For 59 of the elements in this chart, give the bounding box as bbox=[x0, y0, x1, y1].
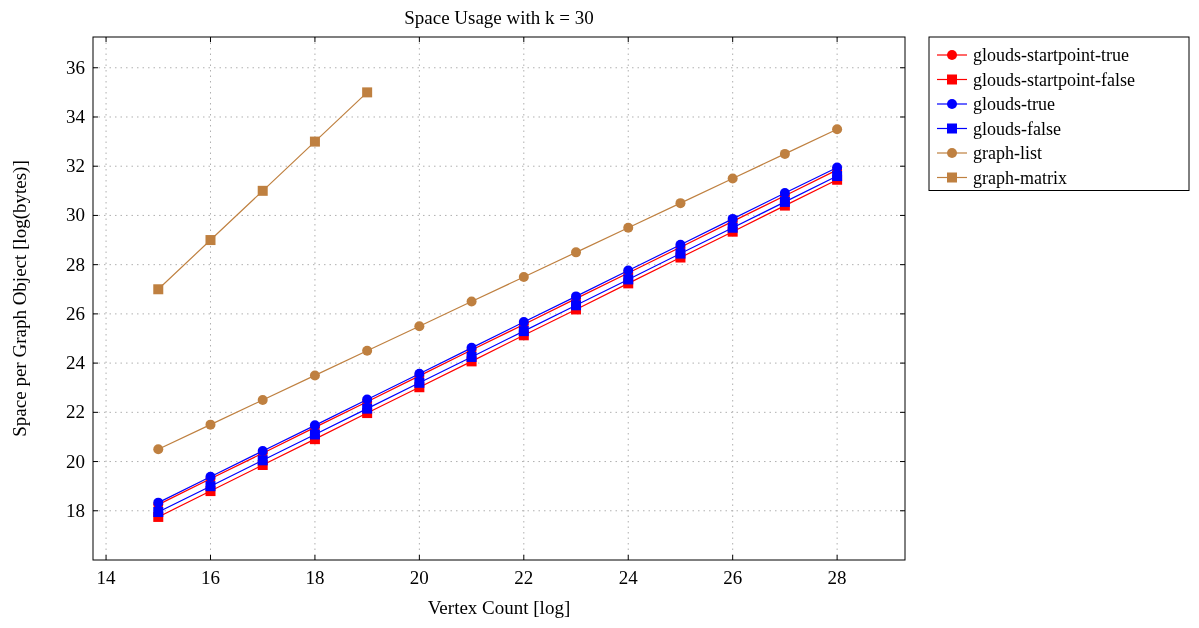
point bbox=[727, 222, 738, 233]
point bbox=[309, 370, 320, 381]
x-tick-label: 18 bbox=[305, 567, 325, 588]
x-tick-label: 14 bbox=[96, 567, 117, 588]
legend-label: glouds-startpoint-false bbox=[973, 69, 1135, 90]
legend-label: glouds-false bbox=[973, 118, 1061, 139]
point bbox=[153, 444, 164, 455]
point bbox=[257, 395, 268, 406]
point bbox=[571, 247, 582, 258]
point bbox=[309, 429, 320, 440]
chart-title: Space Usage with k = 30 bbox=[404, 7, 594, 28]
x-tick-label: 16 bbox=[200, 567, 220, 588]
y-axis-title: Space per Graph Object [log(bytes)] bbox=[9, 160, 31, 437]
point bbox=[153, 284, 164, 295]
point bbox=[779, 196, 790, 207]
point bbox=[466, 296, 477, 307]
point bbox=[518, 271, 529, 282]
point bbox=[414, 377, 425, 388]
legend-label: glouds-startpoint-true bbox=[973, 45, 1129, 65]
point bbox=[832, 124, 843, 135]
point bbox=[623, 274, 634, 285]
x-tick-label: 24 bbox=[618, 567, 639, 588]
x-axis-title: Vertex Count [log] bbox=[427, 597, 571, 618]
point bbox=[727, 173, 738, 184]
point bbox=[623, 222, 634, 233]
y-tick-label: 18 bbox=[66, 499, 85, 521]
y-tick-label: 30 bbox=[66, 204, 85, 226]
point bbox=[309, 136, 320, 147]
point bbox=[257, 455, 268, 466]
point bbox=[362, 87, 373, 98]
point bbox=[571, 300, 582, 311]
legend-label: graph-list bbox=[973, 143, 1042, 163]
point bbox=[466, 351, 477, 362]
point bbox=[779, 148, 790, 159]
y-tick-label: 22 bbox=[66, 401, 85, 423]
point bbox=[257, 185, 268, 196]
y-tick-label: 26 bbox=[66, 302, 85, 324]
legend-label: glouds-true bbox=[973, 94, 1055, 114]
point bbox=[675, 198, 686, 209]
legend-label: graph-matrix bbox=[973, 167, 1067, 188]
point bbox=[362, 403, 373, 414]
y-tick-label: 24 bbox=[66, 352, 86, 374]
point bbox=[675, 248, 686, 259]
x-tick-label: 28 bbox=[827, 567, 847, 588]
y-tick-label: 32 bbox=[66, 155, 85, 177]
point bbox=[362, 345, 373, 356]
y-tick-label: 28 bbox=[66, 253, 85, 275]
point bbox=[205, 481, 216, 492]
x-tick-label: 22 bbox=[514, 567, 534, 588]
point bbox=[153, 507, 164, 518]
point bbox=[205, 419, 216, 430]
y-tick-label: 34 bbox=[66, 105, 86, 127]
point bbox=[205, 235, 216, 246]
x-tick-label: 26 bbox=[723, 567, 743, 588]
y-tick-label: 36 bbox=[66, 56, 85, 78]
y-tick-label: 20 bbox=[66, 450, 85, 472]
x-tick-label: 20 bbox=[409, 567, 429, 588]
point bbox=[414, 321, 425, 332]
point bbox=[518, 326, 529, 337]
